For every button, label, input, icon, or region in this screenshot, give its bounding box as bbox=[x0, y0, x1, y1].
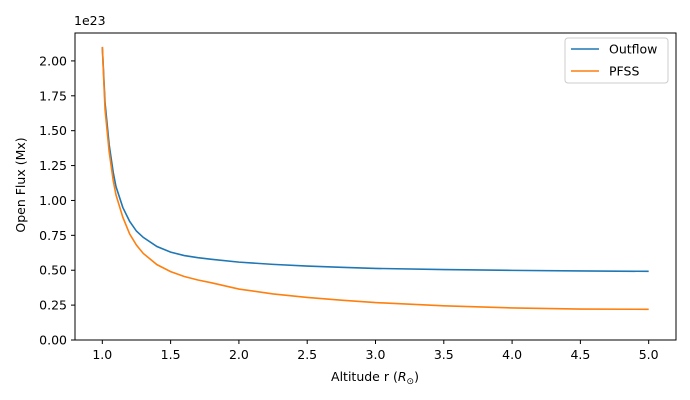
y-axis-title: Open Flux (Mx) bbox=[13, 137, 28, 232]
legend-label-outflow: Outflow bbox=[609, 42, 657, 57]
y-tick-label: 0.00 bbox=[39, 333, 67, 348]
x-tick-label: 4.5 bbox=[570, 347, 590, 362]
x-axis: 1.0 1.5 2.0 2.5 3.0 3.5 4.0 4.5 5.0 bbox=[92, 340, 659, 362]
y-tick-label: 2.00 bbox=[39, 53, 67, 68]
y-offset-text: 1e23 bbox=[74, 13, 106, 28]
legend-label-pfss: PFSS bbox=[609, 64, 639, 79]
x-tick-label: 3.5 bbox=[434, 347, 454, 362]
x-tick-label: 1.5 bbox=[161, 347, 181, 362]
x-axis-title-text: Altitude r ( bbox=[331, 369, 398, 384]
x-tick-label: 2.5 bbox=[297, 347, 317, 362]
x-tick-label: 5.0 bbox=[639, 347, 659, 362]
legend: Outflow PFSS bbox=[564, 37, 669, 84]
x-axis-title: Altitude r (R⊙) bbox=[331, 369, 419, 387]
y-tick-label: 1.50 bbox=[39, 123, 67, 138]
series-line-outflow bbox=[101, 46, 649, 273]
x-axis-title-sub: ⊙ bbox=[407, 377, 415, 387]
x-tick-label: 4.0 bbox=[502, 347, 522, 362]
y-tick-label: 1.00 bbox=[39, 193, 67, 208]
y-axis: 0.00 0.25 0.50 0.75 1.00 1.25 1.50 1.75 2.00 bbox=[39, 53, 75, 348]
series-layer bbox=[101, 46, 649, 311]
x-axis-title-symbol: R bbox=[398, 369, 407, 384]
x-axis-title-close: ) bbox=[414, 369, 419, 384]
y-tick-label: 1.75 bbox=[39, 88, 67, 103]
y-tick-label: 1.25 bbox=[39, 158, 67, 173]
x-tick-label: 3.0 bbox=[366, 347, 386, 362]
y-tick-label: 0.75 bbox=[39, 228, 67, 243]
x-tick-label: 1.0 bbox=[92, 347, 112, 362]
series-line-pfss bbox=[101, 46, 649, 311]
y-tick-label: 0.50 bbox=[39, 263, 67, 278]
y-tick-label: 0.25 bbox=[39, 298, 67, 313]
x-tick-label: 2.0 bbox=[229, 347, 249, 362]
